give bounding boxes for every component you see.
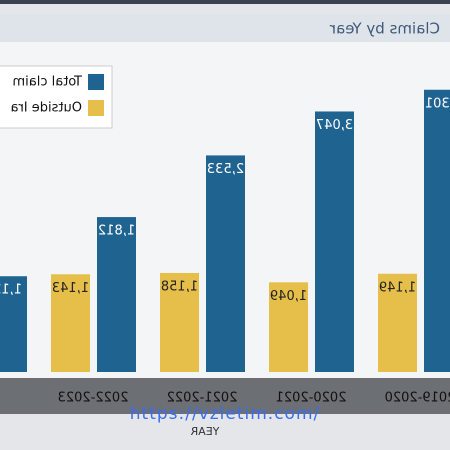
category-band xyxy=(0,378,450,414)
x-tick-label: 2021-2022 xyxy=(167,391,238,406)
data-label: 1,812 xyxy=(98,224,135,239)
bar xyxy=(160,272,199,372)
legend-swatch xyxy=(88,74,104,90)
data-label: 3,047 xyxy=(316,118,353,133)
bar xyxy=(97,217,136,372)
x-tick-label: 2019-2020 xyxy=(385,391,450,406)
bar xyxy=(269,282,308,372)
data-label: 1,143 xyxy=(52,281,89,296)
data-label: 1,049 xyxy=(270,289,307,304)
x-tick-label: 2022-2023 xyxy=(58,391,129,406)
data-label: 3,301 xyxy=(425,96,450,111)
bar xyxy=(315,111,354,372)
data-label: 1,158 xyxy=(161,279,198,294)
watermark: https://vzletim.com/ xyxy=(129,404,321,424)
legend-label: Outside Ira xyxy=(11,101,82,116)
x-axis-label: YEAR xyxy=(190,425,220,438)
bar xyxy=(51,274,90,372)
x-tick-label: 2020-2021 xyxy=(276,391,347,406)
top-edge xyxy=(0,0,450,4)
chart-title: Claims by Year xyxy=(329,20,440,38)
title-strip xyxy=(0,14,450,42)
legend-label: Total claim xyxy=(13,75,84,90)
bar xyxy=(424,89,450,373)
bar xyxy=(0,276,27,372)
bar xyxy=(206,155,245,372)
data-label: 1,149 xyxy=(379,280,416,295)
legend-swatch xyxy=(88,100,104,116)
data-label: 2,533 xyxy=(207,162,244,177)
data-label: 1,12 xyxy=(0,283,22,298)
bar xyxy=(378,273,417,372)
